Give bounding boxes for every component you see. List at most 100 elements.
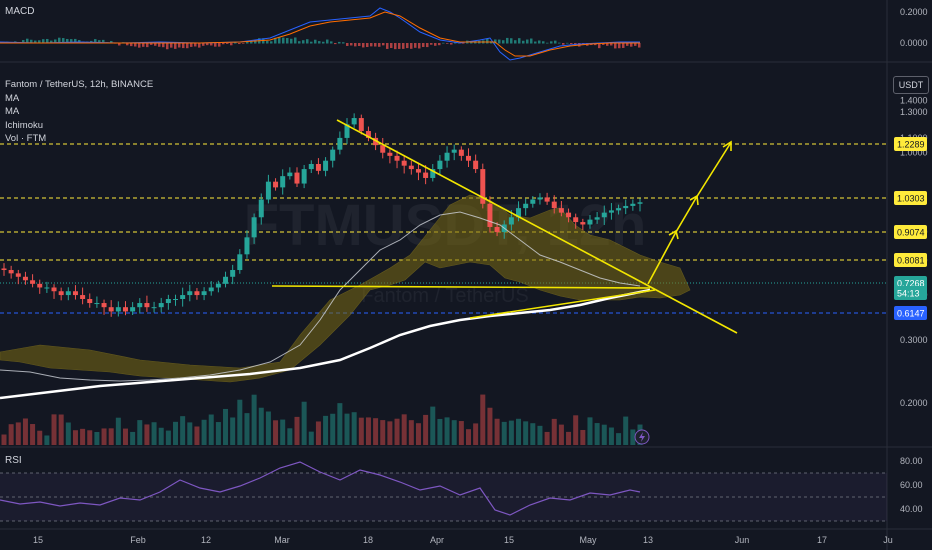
volume-bar — [358, 417, 364, 445]
time-tick: 12 — [201, 535, 211, 545]
macd-bar — [394, 43, 397, 50]
macd-bar — [250, 40, 253, 44]
macd-bar — [414, 43, 417, 48]
volume-bar — [180, 416, 186, 445]
macd-bar — [614, 43, 617, 49]
candle-body — [594, 217, 600, 220]
volume-bar — [351, 412, 357, 445]
macd-bar — [370, 43, 373, 47]
macd-bar — [150, 43, 153, 45]
symbol-title[interactable]: Fantom / TetherUS, 12h, BINANCE — [5, 79, 154, 90]
macd-bar — [214, 43, 217, 47]
volume-bar — [501, 421, 507, 445]
ma-short-line — [0, 211, 641, 382]
volume-bar — [580, 429, 586, 445]
price-badge-bg — [894, 191, 927, 205]
candle-body — [44, 287, 50, 289]
volume-bar — [423, 414, 429, 445]
macd-bar — [298, 41, 301, 44]
macd-bar — [218, 43, 221, 47]
lightning-icon[interactable] — [634, 429, 650, 445]
macd-bar — [622, 43, 625, 48]
indicator-ma-1[interactable]: MA — [5, 92, 20, 104]
volume-bar — [623, 416, 629, 445]
volume-bar — [551, 418, 557, 445]
price-badge-bg — [894, 225, 927, 239]
candle-body — [130, 307, 136, 312]
macd-bar — [198, 43, 201, 48]
price-tick: 0.2000 — [900, 398, 928, 408]
volume-bar — [144, 424, 150, 445]
macd-bar — [146, 43, 149, 48]
macd-bar — [522, 40, 525, 44]
volume-bar — [573, 415, 579, 445]
volume-bar — [22, 418, 28, 445]
volume-bar — [394, 418, 400, 445]
candle-body — [15, 273, 21, 277]
descending-trendline[interactable] — [336, 119, 738, 334]
volume-bar — [451, 420, 457, 445]
support-trendline[interactable] — [469, 289, 656, 319]
candle-body — [573, 217, 579, 223]
candle-body — [1, 268, 7, 271]
macd-bar — [638, 43, 641, 48]
macd-bar — [502, 40, 505, 44]
macd-bar — [498, 39, 501, 44]
indicator-volume[interactable]: Vol · FTM — [5, 133, 47, 144]
candlesticks — [1, 113, 643, 317]
projection-arrow[interactable] — [647, 143, 731, 285]
volume-bar — [630, 429, 636, 445]
macd-bar — [170, 43, 173, 48]
time-axis[interactable]: 15 Feb 12 Mar 18 Apr 15 May 13 Jun 17 Ju — [33, 535, 893, 545]
indicator-ma-2[interactable]: MA — [5, 106, 20, 117]
macd-bar — [422, 43, 425, 47]
volume-bar — [258, 407, 264, 445]
candle-body — [87, 299, 93, 304]
macd-bar — [310, 41, 313, 44]
macd-bar — [174, 43, 177, 49]
candle-body — [465, 155, 471, 161]
candle-body — [244, 237, 250, 255]
candle-body — [108, 307, 114, 312]
price-badge-bg — [894, 253, 927, 267]
macd-bar — [430, 43, 433, 45]
indicator-ichimoku[interactable]: Ichimoku — [5, 119, 44, 131]
volume-bar — [194, 426, 200, 445]
macd-bar — [506, 37, 509, 44]
macd-bar — [426, 43, 429, 48]
volume-bar — [130, 431, 136, 445]
price-badge: 0.8081 — [897, 256, 925, 266]
volume-bar — [151, 422, 157, 445]
candle-body — [151, 307, 157, 309]
volume-bar — [523, 421, 529, 445]
macd-bar — [282, 37, 285, 44]
currency-button[interactable]: USDT — [893, 76, 929, 94]
volume-bar — [480, 394, 486, 445]
volume-bar — [158, 427, 164, 445]
macd-bar — [286, 37, 289, 44]
volume-bar — [430, 406, 436, 445]
macd-bar — [158, 43, 161, 47]
volume-bar — [387, 421, 393, 445]
macd-bar — [358, 43, 361, 46]
candle-body — [387, 152, 393, 156]
macd-bar — [182, 43, 185, 49]
macd-bar — [550, 41, 553, 44]
macd-bar — [126, 43, 129, 46]
macd-bar — [50, 40, 53, 44]
candle-body — [401, 160, 407, 166]
macd-bar — [226, 43, 229, 44]
macd-bar — [254, 39, 257, 44]
price-badge-bg — [894, 306, 927, 320]
volume-bar — [215, 422, 221, 445]
candle-body — [137, 303, 143, 308]
macd-bar — [390, 43, 393, 48]
ascending-trendline[interactable] — [271, 285, 651, 289]
volume-bar — [301, 401, 307, 445]
macd-bar — [362, 43, 365, 48]
candle-body — [437, 160, 443, 170]
macd-bar — [294, 37, 297, 44]
rsi-tick: 60.00 — [900, 480, 923, 490]
